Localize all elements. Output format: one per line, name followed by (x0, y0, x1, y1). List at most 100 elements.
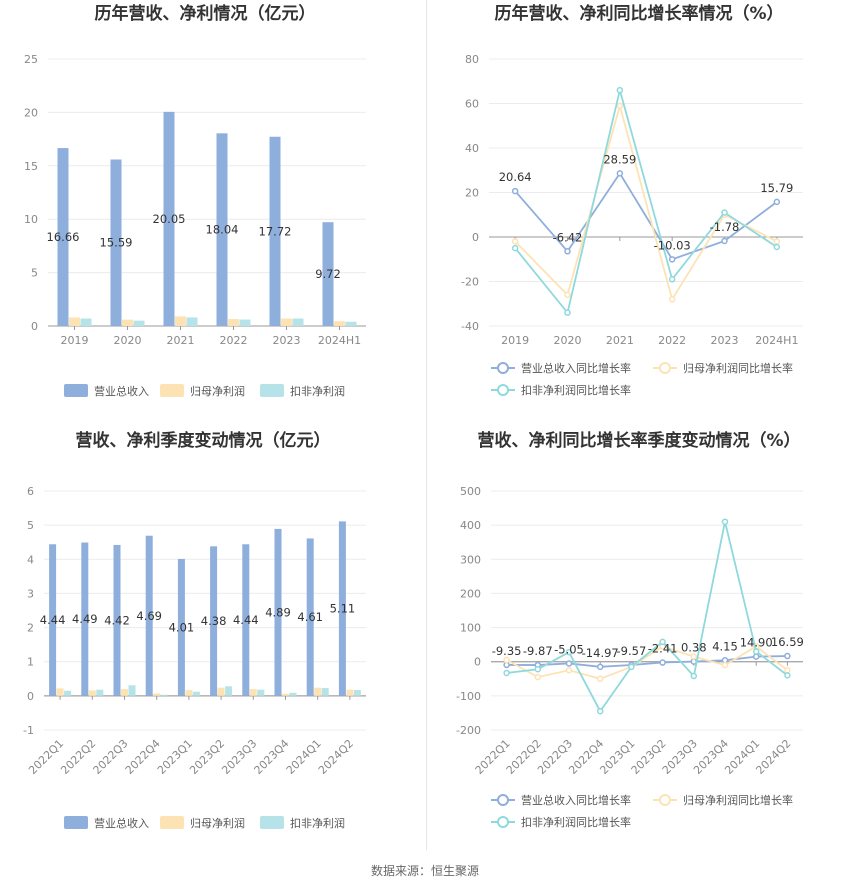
vertical-divider (426, 0, 427, 850)
series-line-0 (506, 655, 788, 668)
legend-marker (659, 362, 671, 374)
bar-revenue (145, 535, 153, 696)
data-source-note: 数据来源：恒生聚源 (370, 864, 479, 878)
x-tick-label: 2023 (273, 334, 301, 347)
bar-revenue (110, 159, 122, 326)
series-point (784, 652, 791, 660)
legend-marker (497, 794, 509, 806)
bar-deducted-profit (257, 689, 265, 696)
y-tick-label: 6 (27, 485, 34, 498)
y-tick-label: 20 (24, 106, 38, 119)
bar-revenue (274, 528, 282, 696)
legend-label: 营业总收入同比增长率 (521, 793, 631, 807)
x-tick-label: 2019 (61, 334, 89, 347)
legend-label: 归母净利润 (190, 384, 245, 398)
bar-deducted-profit (64, 690, 72, 696)
y-tick-label: 4 (27, 553, 34, 566)
series-point (564, 248, 571, 255)
bar-deducted-profit (321, 688, 329, 696)
legend-swatch (260, 816, 284, 829)
bar-revenue (269, 136, 281, 326)
series-point (773, 243, 781, 251)
series-point (616, 102, 624, 109)
legend-marker (497, 384, 509, 396)
series-point (784, 667, 791, 674)
y-tick-label: 200 (460, 587, 481, 600)
y-tick-label: 5 (31, 267, 38, 280)
x-tick-label: 2019 (501, 334, 529, 347)
series-point (668, 296, 676, 303)
bar-net-profit (121, 689, 128, 696)
y-tick-label: 25 (24, 53, 38, 66)
y-tick-label: 80 (465, 53, 479, 66)
y-tick-label: -100 (456, 690, 481, 703)
data-label: -1.78 (710, 220, 740, 234)
bar-net-profit (56, 688, 64, 696)
data-label: 4.44 (233, 613, 259, 627)
legend-label: 归母净利润同比增长率 (683, 793, 793, 807)
data-label: 20.64 (499, 170, 532, 184)
data-label: 20.05 (153, 212, 186, 226)
x-tick-label: 2024H1 (755, 334, 798, 347)
legend-label: 扣非净利润 (290, 816, 345, 830)
y-tick-label: 300 (460, 553, 481, 566)
series-point (668, 276, 676, 283)
legend-label: 归母净利润 (190, 816, 245, 830)
bar-revenue (49, 544, 57, 696)
legend-label: 扣非净利润 (290, 384, 345, 398)
chart-title: 营收、净利季度变动情况（亿元） (76, 430, 331, 451)
bar-revenue (306, 538, 314, 696)
data-label: 4.69 (136, 609, 162, 623)
data-label: 4.42 (104, 613, 130, 627)
data-label: 9.72 (315, 267, 341, 281)
x-tick-label: 2022 (658, 334, 686, 347)
quarterly-growth-rate-chart: 营收、净利同比增长率季度变动情况（%） -200 -100 0 100 200 300 400… (456, 430, 804, 829)
series-point (565, 660, 573, 667)
bar-net-profit (281, 318, 292, 326)
data-label: 15.59 (100, 236, 133, 250)
legend-label: 扣非净利润同比增长率 (521, 383, 631, 397)
series-point (564, 309, 571, 316)
series-point (721, 518, 729, 525)
series-point (721, 209, 728, 216)
legend-swatch (160, 816, 184, 829)
series-point (752, 653, 760, 660)
legend-swatch (64, 816, 88, 829)
series-point (784, 672, 791, 679)
bar-deducted-profit (239, 319, 251, 326)
series-point (503, 669, 510, 677)
series-line-1 (514, 102, 778, 302)
bar-net-profit (217, 687, 225, 696)
x-tick-label: 2023 (711, 334, 739, 347)
legend-swatch (260, 384, 284, 397)
series-point (628, 663, 635, 671)
data-label: 4.01 (169, 620, 195, 634)
legend-label: 营业总收入同比增长率 (521, 361, 631, 375)
data-label: 17.72 (259, 224, 292, 238)
y-tick-label: 0 (27, 690, 34, 703)
bar-net-profit (228, 319, 239, 326)
data-label: 4.15 (712, 639, 738, 653)
series-point (511, 244, 519, 252)
series-point (668, 256, 676, 263)
data-label: 18.04 (206, 223, 239, 237)
bar-deducted-profit (292, 318, 304, 326)
series-point (511, 187, 519, 195)
series-point (721, 237, 728, 245)
y-tick-label: -40 (461, 320, 479, 333)
data-label: 0.38 (681, 641, 707, 655)
series-line-1 (506, 645, 788, 680)
bar-net-profit (249, 689, 257, 696)
legend-marker (659, 794, 671, 806)
series-point (752, 648, 760, 655)
data-label: 4.44 (40, 613, 66, 627)
series-point (596, 663, 604, 671)
y-tick-label: 0 (472, 231, 479, 244)
chart-title: 历年营收、净利情况（亿元） (95, 3, 316, 24)
y-tick-label: 3 (27, 587, 34, 600)
bar-revenue (81, 542, 89, 696)
y-tick-label: 2 (27, 622, 34, 635)
quarterly-revenue-profit-chart: 营收、净利季度变动情况（亿元）-101234562022Q12022Q22022… (23, 430, 366, 830)
data-label: -5.05 (554, 642, 584, 656)
series-point (596, 707, 604, 715)
